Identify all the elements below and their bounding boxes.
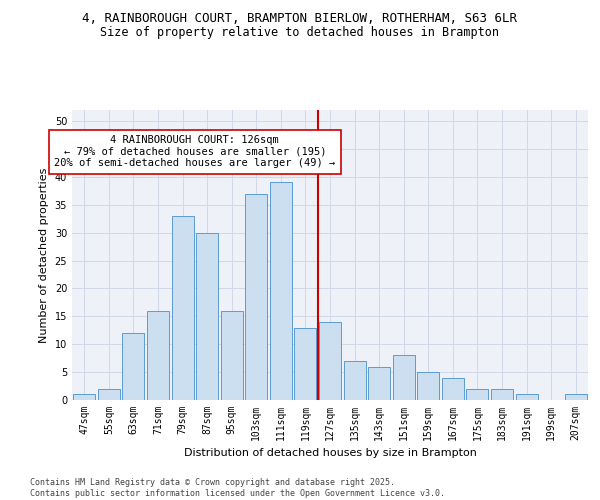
- Bar: [98, 389, 120, 400]
- Bar: [172, 216, 194, 400]
- Bar: [515, 394, 538, 400]
- Bar: [319, 322, 341, 400]
- Bar: [122, 333, 145, 400]
- Bar: [221, 311, 243, 400]
- Text: Size of property relative to detached houses in Brampton: Size of property relative to detached ho…: [101, 26, 499, 39]
- Bar: [73, 394, 95, 400]
- Text: Contains HM Land Registry data © Crown copyright and database right 2025.
Contai: Contains HM Land Registry data © Crown c…: [30, 478, 445, 498]
- Bar: [368, 366, 390, 400]
- Bar: [491, 389, 513, 400]
- Bar: [196, 232, 218, 400]
- Bar: [417, 372, 439, 400]
- Bar: [344, 361, 365, 400]
- Bar: [147, 311, 169, 400]
- Bar: [392, 356, 415, 400]
- Bar: [466, 389, 488, 400]
- Y-axis label: Number of detached properties: Number of detached properties: [39, 168, 49, 342]
- Text: 4 RAINBOROUGH COURT: 126sqm
← 79% of detached houses are smaller (195)
20% of se: 4 RAINBOROUGH COURT: 126sqm ← 79% of det…: [54, 135, 335, 168]
- Bar: [270, 182, 292, 400]
- Bar: [442, 378, 464, 400]
- Bar: [245, 194, 268, 400]
- Text: 4, RAINBOROUGH COURT, BRAMPTON BIERLOW, ROTHERHAM, S63 6LR: 4, RAINBOROUGH COURT, BRAMPTON BIERLOW, …: [83, 12, 517, 26]
- Bar: [295, 328, 316, 400]
- X-axis label: Distribution of detached houses by size in Brampton: Distribution of detached houses by size …: [184, 448, 476, 458]
- Bar: [565, 394, 587, 400]
